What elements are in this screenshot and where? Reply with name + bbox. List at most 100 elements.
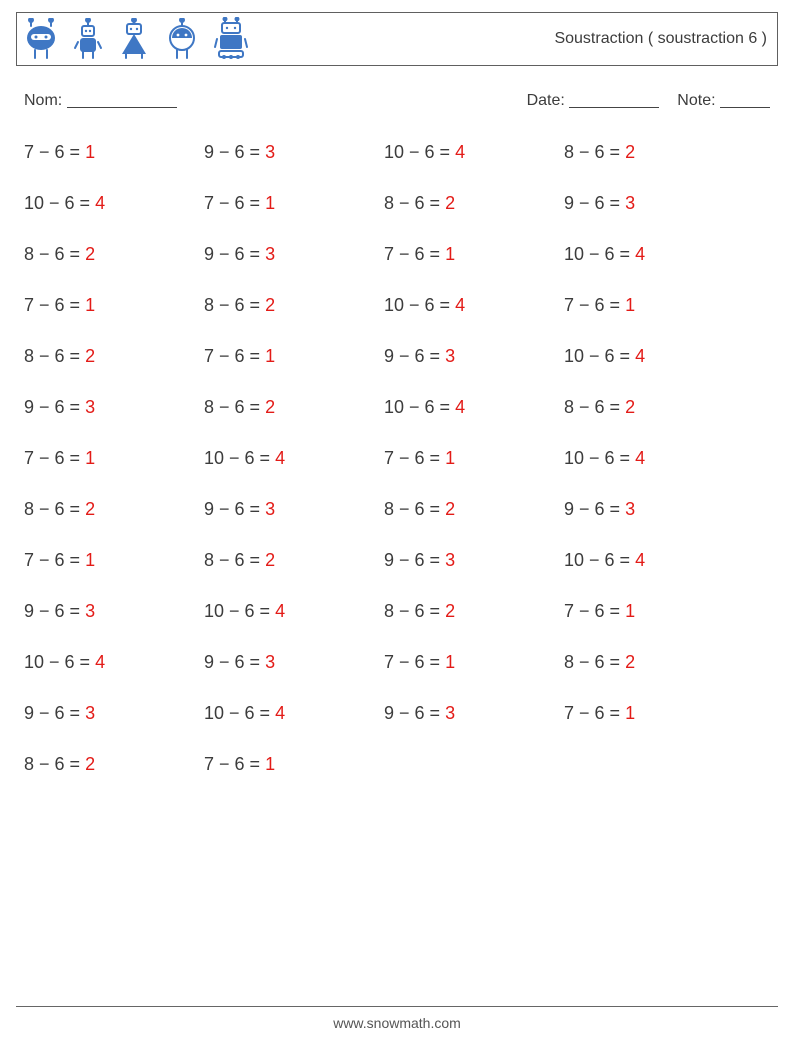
answer: 2 xyxy=(85,754,95,774)
note-blank xyxy=(720,107,770,108)
problem-cell: 9 − 6 = 3 xyxy=(564,499,744,520)
robot-icon xyxy=(213,17,249,61)
problem-cell: 8 − 6 = 2 xyxy=(24,346,204,367)
header: Soustraction ( soustraction 6 ) xyxy=(16,12,778,66)
equation: 7 − 6 = xyxy=(204,346,265,366)
footer-divider xyxy=(16,1006,778,1007)
answer: 4 xyxy=(455,397,465,417)
answer: 4 xyxy=(95,193,105,213)
equation: 8 − 6 = xyxy=(564,652,625,672)
robot-icon xyxy=(117,18,151,60)
problem-cell: 7 − 6 = 1 xyxy=(564,601,744,622)
info-row: Nom: Date: Note: xyxy=(16,92,778,110)
problem-cell: 10 − 6 = 4 xyxy=(204,601,384,622)
problem-cell: 7 − 6 = 1 xyxy=(24,295,204,316)
problem-cell: 7 − 6 = 1 xyxy=(564,295,744,316)
answer: 2 xyxy=(265,295,275,315)
answer: 3 xyxy=(85,397,95,417)
problem-cell: 9 − 6 = 3 xyxy=(204,142,384,163)
name-field: Nom: xyxy=(24,92,177,110)
equation: 9 − 6 = xyxy=(384,346,445,366)
problem-cell: 9 − 6 = 3 xyxy=(204,244,384,265)
worksheet-title: Soustraction ( soustraction 6 ) xyxy=(554,30,767,48)
equation: 10 − 6 = xyxy=(24,193,95,213)
problem-cell: 8 − 6 = 2 xyxy=(384,193,564,214)
problem-cell: 8 − 6 = 2 xyxy=(24,244,204,265)
problem-cell: 10 − 6 = 4 xyxy=(564,346,744,367)
equation: 7 − 6 = xyxy=(564,601,625,621)
equation: 9 − 6 = xyxy=(24,397,85,417)
equation: 8 − 6 = xyxy=(204,295,265,315)
answer: 4 xyxy=(635,346,645,366)
equation: 10 − 6 = xyxy=(204,601,275,621)
answer: 3 xyxy=(625,193,635,213)
answer: 2 xyxy=(625,142,635,162)
answer: 4 xyxy=(95,652,105,672)
equation: 8 − 6 = xyxy=(24,346,85,366)
problem-cell: 7 − 6 = 1 xyxy=(24,142,204,163)
equation: 7 − 6 = xyxy=(24,448,85,468)
answer: 1 xyxy=(265,193,275,213)
date-field: Date: xyxy=(527,92,660,110)
date-blank xyxy=(569,107,659,108)
problem-cell: 10 − 6 = 4 xyxy=(24,652,204,673)
answer: 3 xyxy=(445,550,455,570)
problem-cell: 9 − 6 = 3 xyxy=(384,346,564,367)
answer: 2 xyxy=(445,193,455,213)
answer: 2 xyxy=(445,499,455,519)
name-label: Nom: xyxy=(24,92,62,109)
equation: 8 − 6 = xyxy=(564,142,625,162)
problem-cell: 9 − 6 = 3 xyxy=(204,652,384,673)
problem-cell: 7 − 6 = 1 xyxy=(384,448,564,469)
answer: 1 xyxy=(445,652,455,672)
answer: 2 xyxy=(625,397,635,417)
problem-cell: 10 − 6 = 4 xyxy=(564,448,744,469)
answer: 2 xyxy=(625,652,635,672)
problem-cell: 9 − 6 = 3 xyxy=(24,703,204,724)
equation: 10 − 6 = xyxy=(384,295,455,315)
equation: 8 − 6 = xyxy=(24,244,85,264)
problems-grid: 7 − 6 = 19 − 6 = 310 − 6 = 48 − 6 = 210 … xyxy=(16,142,778,775)
answer: 4 xyxy=(275,448,285,468)
problem-cell: 10 − 6 = 4 xyxy=(204,448,384,469)
note-field: Note: xyxy=(677,92,770,110)
equation: 7 − 6 = xyxy=(384,652,445,672)
equation: 9 − 6 = xyxy=(384,550,445,570)
problem-cell: 7 − 6 = 1 xyxy=(24,448,204,469)
equation: 8 − 6 = xyxy=(564,397,625,417)
name-blank xyxy=(67,107,177,108)
problem-cell: 8 − 6 = 2 xyxy=(564,142,744,163)
answer: 2 xyxy=(265,550,275,570)
equation: 9 − 6 = xyxy=(204,652,265,672)
problem-cell: 9 − 6 = 3 xyxy=(24,601,204,622)
problem-cell: 8 − 6 = 2 xyxy=(204,550,384,571)
problem-cell: 9 − 6 = 3 xyxy=(384,550,564,571)
problem-cell: 8 − 6 = 2 xyxy=(204,295,384,316)
equation: 9 − 6 = xyxy=(24,703,85,723)
equation: 10 − 6 = xyxy=(384,397,455,417)
footer-text: www.snowmath.com xyxy=(0,1015,794,1031)
problem-cell: 8 − 6 = 2 xyxy=(564,652,744,673)
equation: 9 − 6 = xyxy=(204,499,265,519)
equation: 8 − 6 = xyxy=(24,754,85,774)
answer: 1 xyxy=(85,550,95,570)
problem-cell: 9 − 6 = 3 xyxy=(24,397,204,418)
problem-cell: 9 − 6 = 3 xyxy=(564,193,744,214)
problem-cell: 10 − 6 = 4 xyxy=(204,703,384,724)
equation: 8 − 6 = xyxy=(384,601,445,621)
answer: 1 xyxy=(85,448,95,468)
problem-cell: 10 − 6 = 4 xyxy=(24,193,204,214)
problem-cell: 10 − 6 = 4 xyxy=(384,397,564,418)
problem-cell: 7 − 6 = 1 xyxy=(384,244,564,265)
date-label: Date: xyxy=(527,92,565,109)
answer: 4 xyxy=(455,295,465,315)
answer: 3 xyxy=(85,703,95,723)
equation: 8 − 6 = xyxy=(384,499,445,519)
equation: 8 − 6 = xyxy=(384,193,445,213)
problem-cell: 7 − 6 = 1 xyxy=(204,193,384,214)
equation: 9 − 6 = xyxy=(24,601,85,621)
equation: 7 − 6 = xyxy=(204,193,265,213)
equation: 10 − 6 = xyxy=(564,346,635,366)
note-label: Note: xyxy=(677,92,715,109)
equation: 8 − 6 = xyxy=(204,397,265,417)
